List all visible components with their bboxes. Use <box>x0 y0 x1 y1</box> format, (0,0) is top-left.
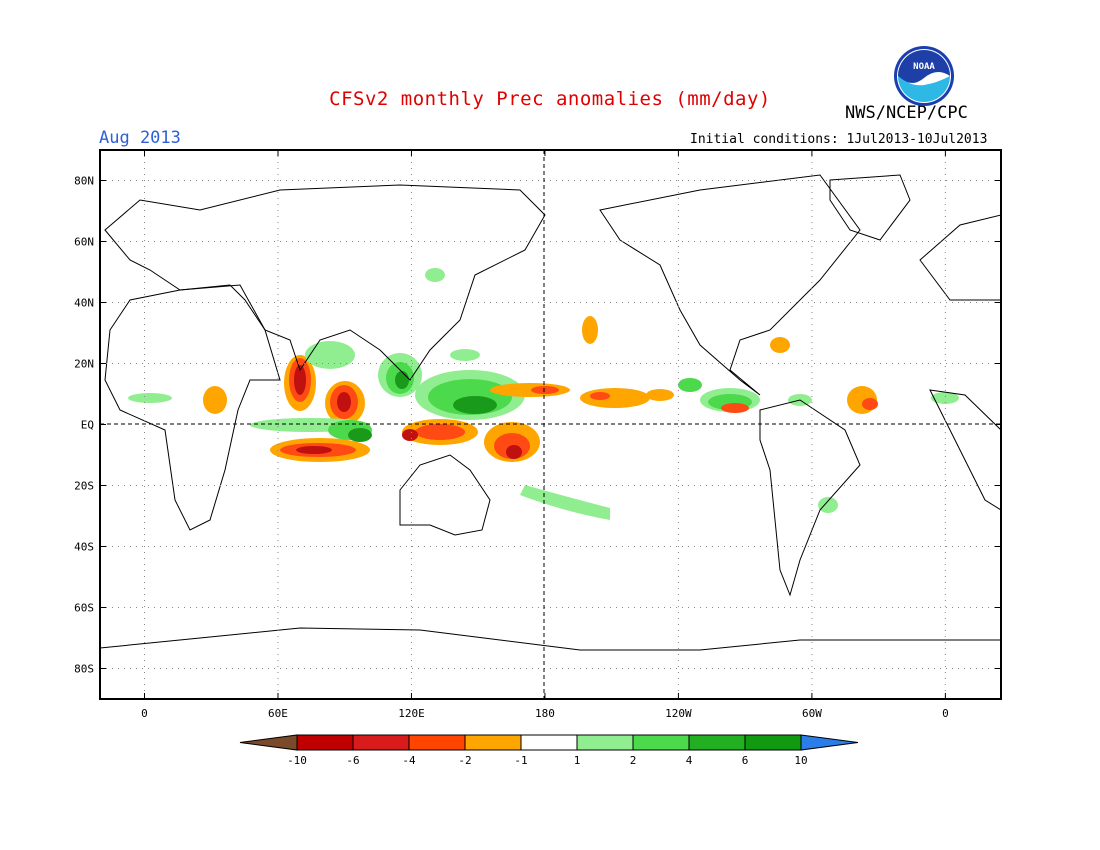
anomaly-patch <box>395 371 409 389</box>
anomaly-patch <box>203 386 227 414</box>
colorbar-tick-label: -2 <box>458 754 471 767</box>
anomaly-patch <box>305 341 355 369</box>
south-america-coastline <box>759 399 861 597</box>
anomaly-patch <box>582 316 598 344</box>
lon-label: 120E <box>398 707 425 720</box>
anomaly-patch <box>818 497 838 513</box>
lon-label: 180 <box>535 707 555 720</box>
lat-label: 40N <box>74 297 94 310</box>
north-america-coastline <box>599 174 861 396</box>
anomaly-patch <box>770 337 790 353</box>
lon-label: 0 <box>942 707 949 720</box>
anomaly-patch <box>590 392 610 400</box>
lat-label: EQ <box>81 419 94 432</box>
coastlines <box>100 174 1001 651</box>
anomaly-patch <box>580 388 650 408</box>
anomaly-patch <box>296 446 332 454</box>
anomaly-shading <box>128 268 959 520</box>
colorbar-swatch <box>520 734 578 751</box>
colorbar-swatch <box>352 734 410 751</box>
colorbar-tick-label: -10 <box>287 754 307 767</box>
africa-coastline <box>104 284 281 531</box>
initial-conditions-label: Initial conditions: 1Jul2013-10Jul2013 <box>690 132 988 147</box>
colorbar-swatch <box>296 734 354 751</box>
anomaly-patch <box>721 403 749 413</box>
colorbar-tick-label: -1 <box>514 754 527 767</box>
colorbar-tick-label: 6 <box>742 754 749 767</box>
anomaly-patch <box>128 393 172 403</box>
anomaly-patch <box>453 396 497 414</box>
colorbar: -10 -6 -4 -2 -1 1 2 4 6 10 <box>239 734 859 767</box>
colorbar-tick-label: -4 <box>402 754 416 767</box>
anomaly-patch <box>531 386 559 394</box>
eurasia-coastline <box>104 184 546 381</box>
lon-label: 120W <box>665 707 692 720</box>
greenland-coastline <box>829 174 911 241</box>
anomaly-patch <box>348 428 372 442</box>
africa-coastline-repeat <box>929 389 1001 511</box>
logo-text: NOAA <box>913 62 935 72</box>
colorbar-swatch <box>464 734 522 751</box>
anomaly-patch <box>402 429 418 441</box>
colorbar-swatch <box>744 734 802 751</box>
anomaly-patch <box>520 485 610 520</box>
lon-label: 60E <box>268 707 288 720</box>
lat-label: 80N <box>74 175 94 188</box>
graticule <box>100 150 1001 699</box>
anomaly-patch <box>294 365 306 395</box>
lon-label: 0 <box>141 707 148 720</box>
colorbar-low-arrow <box>239 734 298 751</box>
colorbar-swatch <box>576 734 634 751</box>
lat-label: 20S <box>74 480 94 493</box>
lon-label: 60W <box>802 707 822 720</box>
anomaly-patch <box>337 392 351 412</box>
europe-coastline-repeat <box>919 214 1001 301</box>
noaa-logo-icon: NOAA <box>894 46 954 106</box>
colorbar-tick-label: 4 <box>686 754 693 767</box>
anomaly-patch <box>678 378 702 392</box>
valid-month-label: Aug 2013 <box>99 128 181 148</box>
lat-label: 60N <box>74 236 94 249</box>
anomaly-patch <box>506 445 522 459</box>
lat-label: 20N <box>74 358 94 371</box>
lat-label: 60S <box>74 602 94 615</box>
reference-lines <box>100 150 1001 699</box>
agency-label: NWS/NCEP/CPC <box>845 103 968 123</box>
colorbar-swatch <box>632 734 690 751</box>
colorbar-tick-label: -6 <box>346 754 359 767</box>
anomaly-patch <box>425 268 445 282</box>
colorbar-tick-label: 1 <box>574 754 581 767</box>
colorbar-tick-label: 2 <box>630 754 637 767</box>
australia-coastline <box>399 454 491 536</box>
anomaly-patch <box>862 398 878 410</box>
antarctica-coastline <box>100 627 1001 651</box>
chart-title: CFSv2 monthly Prec anomalies (mm/day) <box>329 88 771 110</box>
lat-label: 80S <box>74 663 94 676</box>
colorbar-swatch <box>408 734 466 751</box>
colorbar-swatch <box>688 734 746 751</box>
lat-label: 40S <box>74 541 94 554</box>
anomaly-patch <box>646 389 674 401</box>
axis-tick-labels: 80N 60N 40N 20N EQ 20S 40S 60S 80S 0 60E 120E 180 120… <box>74 150 1001 720</box>
anomaly-patch <box>415 424 465 440</box>
colorbar-tick-label: 10 <box>794 754 807 767</box>
colorbar-high-arrow <box>800 734 859 751</box>
anomaly-patch <box>931 392 959 404</box>
anomaly-patch <box>450 349 480 361</box>
